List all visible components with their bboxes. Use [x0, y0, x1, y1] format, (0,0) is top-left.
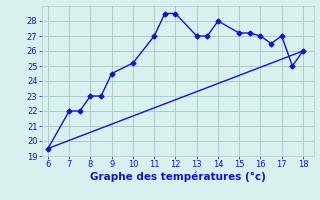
X-axis label: Graphe des températures (°c): Graphe des températures (°c): [90, 172, 266, 182]
